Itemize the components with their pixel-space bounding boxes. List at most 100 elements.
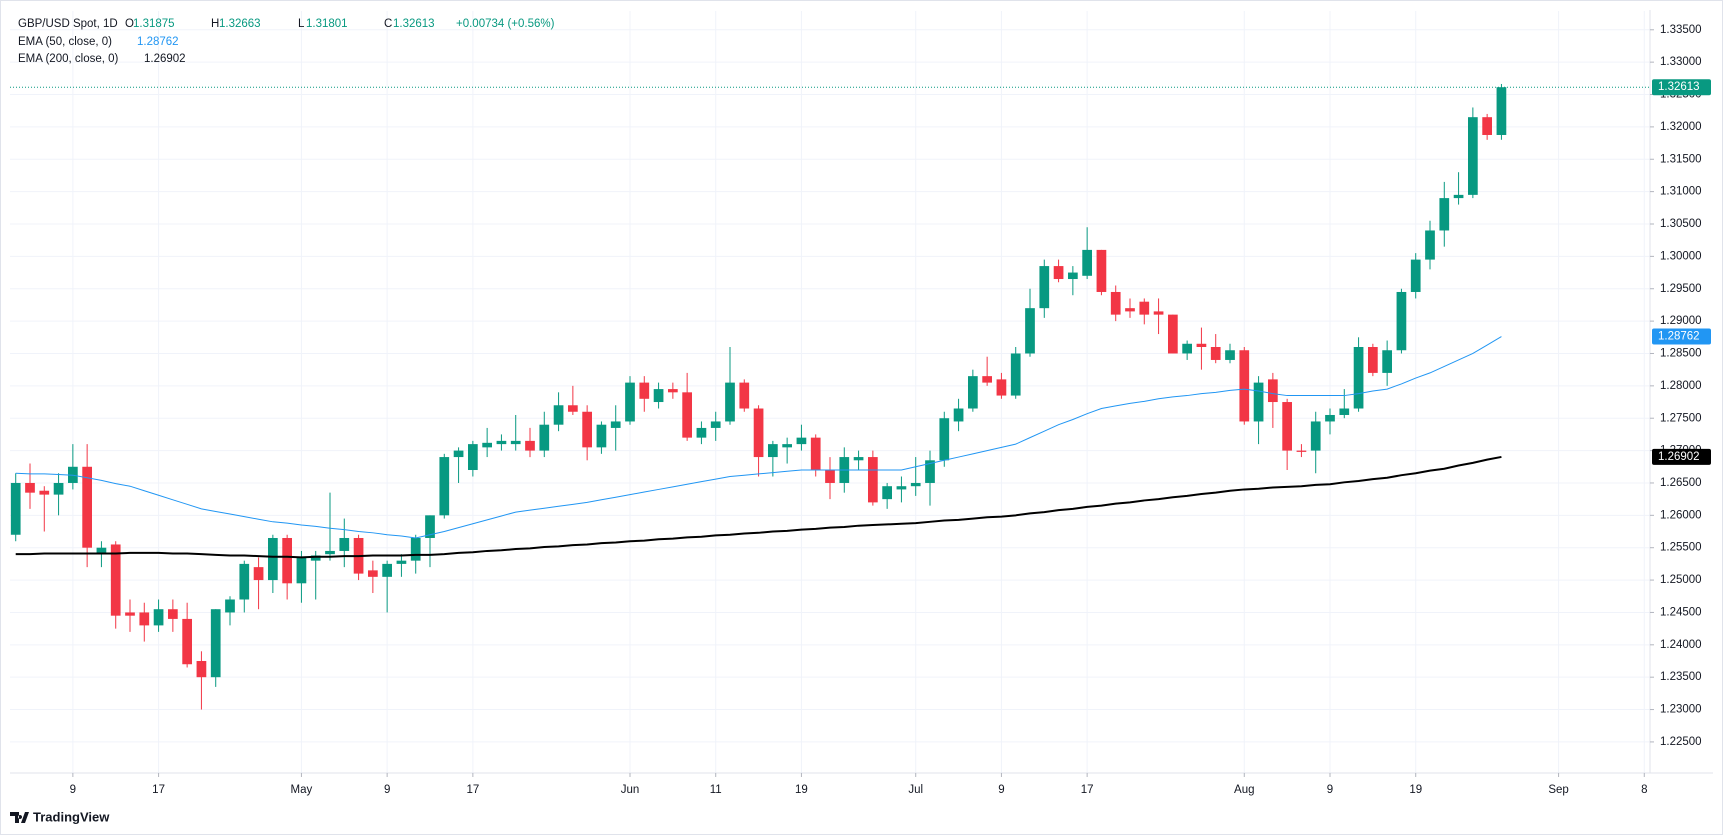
candle-body (1410, 259, 1421, 292)
x-tick-label: Aug (1234, 784, 1254, 796)
y-tick-label: 1.31500 (1660, 153, 1702, 165)
candle-body (196, 660, 207, 678)
candle-body (1339, 408, 1350, 415)
x-tick-label: 17 (152, 784, 165, 796)
candle-body (168, 609, 178, 619)
y-tick-label: 1.28000 (1660, 380, 1702, 392)
candle-body (982, 376, 992, 383)
x-tick-label: 17 (1081, 784, 1094, 796)
y-tick-label: 1.30000 (1660, 250, 1702, 262)
candle-body (1496, 87, 1507, 135)
candle-body (1068, 272, 1078, 280)
candle-body (1353, 347, 1364, 409)
candle-body (125, 612, 135, 616)
indicator-value: 1.28762 (137, 36, 179, 48)
candle-body (610, 421, 621, 428)
candle-body (1210, 347, 1221, 360)
candle-body (482, 442, 492, 448)
indicator-value: 1.26902 (144, 53, 186, 65)
x-tick-label: Jul (908, 784, 923, 796)
last-price-badge: 1.32613 (1658, 81, 1700, 93)
brand-name: TradingView (33, 809, 110, 824)
ohlc-key: H (211, 18, 219, 30)
candle-body (1439, 198, 1450, 231)
ohlc-close: 1.32613 (393, 18, 435, 30)
candle-body (239, 563, 250, 600)
candle-body (1368, 347, 1378, 373)
candle-body (253, 567, 264, 581)
candle-body (953, 408, 964, 422)
candle-body (1139, 301, 1150, 315)
x-tick-label: 8 (1641, 784, 1647, 796)
candle-body (582, 411, 592, 448)
candle-body (468, 444, 478, 471)
symbol-title: GBP/USD Spot, 1D (18, 18, 118, 30)
candle-body (439, 457, 450, 516)
candle-body (625, 382, 635, 422)
x-tick-label: May (291, 784, 313, 796)
candle-body (1010, 353, 1021, 396)
candle-body (668, 389, 678, 393)
x-tick-label: Sep (1548, 784, 1568, 796)
candle-body (1053, 266, 1064, 280)
candle-body (510, 440, 521, 445)
candle-body (410, 537, 421, 561)
x-tick-label: 9 (998, 784, 1004, 796)
y-tick-label: 1.23500 (1660, 671, 1702, 683)
y-tick-label: 1.30500 (1660, 218, 1702, 230)
candle-body (682, 392, 692, 438)
y-tick-label: 1.23000 (1660, 704, 1702, 716)
ohlc-key: L (298, 18, 305, 30)
candle-body (382, 563, 392, 577)
candle-body (910, 482, 921, 487)
candle-body (96, 547, 107, 555)
y-tick-label: 1.24000 (1660, 639, 1702, 651)
candle-body (968, 376, 978, 409)
y-tick-label: 1.29500 (1660, 283, 1702, 295)
candle-body (1039, 266, 1050, 309)
ohlc-key: C (384, 18, 392, 30)
candle-body (1468, 117, 1478, 195)
candle-body (496, 440, 507, 445)
x-tick-label: 9 (384, 784, 390, 796)
y-tick-label: 1.32000 (1660, 121, 1702, 133)
candle-body (596, 424, 607, 448)
candle-body (810, 437, 821, 471)
candle-body (268, 537, 278, 581)
x-tick-label: 17 (466, 784, 479, 796)
candle-body (539, 424, 550, 451)
candle-body (10, 482, 21, 535)
candle-body (653, 389, 664, 403)
ohlc-key: O (125, 18, 134, 30)
axes: 1.22500 1.23000 1.23500 1.24000 1.24500 1.250… (70, 24, 1711, 796)
candle-body (1125, 308, 1135, 312)
candle-body (696, 427, 707, 438)
candle-body (139, 612, 150, 626)
candle-body (939, 418, 950, 461)
candle-body (1396, 291, 1407, 351)
candle-body (1268, 379, 1278, 403)
last-price-badge-bg (1652, 79, 1711, 96)
candle-body (225, 599, 235, 613)
brand: TradingView (10, 809, 110, 824)
ema-badge: 1.26902 (1658, 451, 1700, 463)
candle-body (825, 470, 835, 483)
candle-body (339, 537, 350, 551)
candle-body (753, 408, 764, 458)
ema-badge: 1.28762 (1658, 331, 1700, 343)
candle-body (182, 618, 192, 665)
candle-body (1225, 350, 1235, 360)
y-tick-label: 1.28500 (1660, 348, 1702, 360)
indicator-name: EMA (50, close, 0) (18, 36, 112, 48)
candle-body (868, 457, 878, 503)
candle-body (210, 609, 221, 678)
y-tick-label: 1.25500 (1660, 542, 1702, 554)
candle-body (1182, 343, 1192, 354)
candle-body (725, 382, 735, 422)
candle-body (296, 557, 307, 584)
ema-line (15, 336, 1502, 539)
candle-body (553, 405, 564, 425)
candle-body (639, 382, 650, 399)
change: +0.00734 (+0.56%) (456, 18, 555, 30)
